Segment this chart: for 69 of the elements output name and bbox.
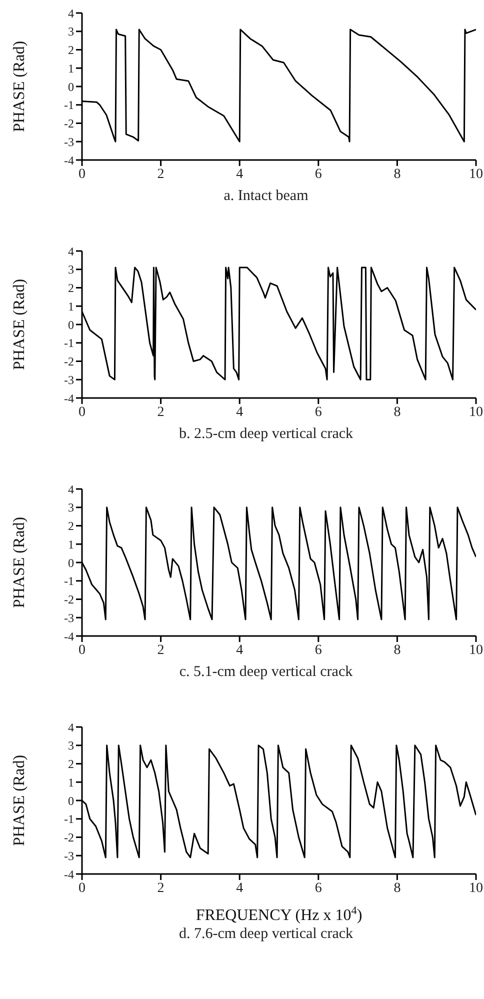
y-tick-label: -2 bbox=[64, 354, 74, 369]
y-tick-label: 1 bbox=[68, 61, 74, 76]
x-tick-label: 0 bbox=[78, 642, 86, 658]
y-tick-label: 3 bbox=[68, 262, 74, 277]
y-tick-label: 0 bbox=[68, 794, 74, 808]
x-tick-label: 0 bbox=[78, 166, 86, 182]
y-axis-title: PHASE (Rad) bbox=[11, 40, 28, 132]
x-tick-label: 0 bbox=[78, 880, 86, 896]
y-tick-label: 2 bbox=[68, 281, 74, 296]
x-tick-label: 4 bbox=[236, 642, 244, 658]
x-tick-label: 4 bbox=[236, 880, 244, 896]
y-tick-label: -1 bbox=[64, 574, 74, 588]
y-tick-label: 3 bbox=[68, 24, 74, 39]
y-axis-title: PHASE (Rad) bbox=[11, 754, 28, 846]
x-tick-label: 2 bbox=[157, 404, 164, 420]
text: d. 7.6-cm deep vertical crack bbox=[178, 926, 354, 944]
y-tick-label: 2 bbox=[68, 519, 74, 534]
y-tick-label: 3 bbox=[68, 500, 74, 515]
x-tick-label: 10 bbox=[469, 166, 483, 182]
y-tick-label: -1 bbox=[64, 98, 74, 112]
x-tick-label: 2 bbox=[157, 166, 164, 182]
y-tick-label: 1 bbox=[68, 537, 74, 552]
y-tick-label: 4 bbox=[68, 720, 74, 734]
y-tick-label: 1 bbox=[68, 775, 74, 790]
y-tick-label: -4 bbox=[64, 867, 74, 882]
y-tick-label: 4 bbox=[68, 244, 74, 258]
x-tick-label: 2 bbox=[157, 880, 164, 896]
y-tick-label: 0 bbox=[68, 556, 74, 570]
y-tick-label: -3 bbox=[64, 372, 74, 387]
y-tick-label: 2 bbox=[68, 757, 74, 772]
y-tick-label: 0 bbox=[68, 80, 74, 94]
x-tick-label: 6 bbox=[314, 166, 322, 182]
x-tick-label: 2 bbox=[157, 642, 164, 658]
y-tick-label: -4 bbox=[64, 153, 74, 168]
y-axis-title: PHASE (Rad) bbox=[11, 516, 28, 608]
y-tick-label: -2 bbox=[64, 830, 74, 845]
y-tick-label: 4 bbox=[68, 6, 74, 20]
x-tick-label: 8 bbox=[394, 404, 401, 420]
y-tick-label: 2 bbox=[68, 43, 74, 58]
y-tick-label: -4 bbox=[64, 629, 74, 644]
x-tick-label: 8 bbox=[394, 642, 401, 658]
x-tick-label: 6 bbox=[314, 642, 322, 658]
text: b. 2.5-cm deep vertical crack bbox=[178, 426, 354, 444]
x-tick-label: 4 bbox=[236, 404, 244, 420]
text: a. Intact beam bbox=[222, 188, 310, 206]
x-tick-label: 6 bbox=[314, 404, 322, 420]
x-tick-label: 0 bbox=[78, 404, 86, 420]
y-tick-label: -3 bbox=[64, 134, 74, 149]
x-tick-label: 8 bbox=[394, 880, 401, 896]
y-tick-label: -2 bbox=[64, 116, 74, 131]
y-tick-label: -2 bbox=[64, 592, 74, 607]
x-tick-label: 10 bbox=[469, 404, 483, 420]
x-tick-label: 8 bbox=[394, 166, 401, 182]
x-tick-label: 6 bbox=[314, 880, 322, 896]
y-tick-label: -3 bbox=[64, 610, 74, 625]
x-tick-label: 10 bbox=[469, 880, 483, 896]
y-tick-label: -1 bbox=[64, 812, 74, 826]
y-tick-label: 4 bbox=[68, 482, 74, 496]
y-tick-label: -4 bbox=[64, 391, 74, 406]
y-tick-label: 3 bbox=[68, 738, 74, 753]
y-tick-label: -3 bbox=[64, 848, 74, 863]
x-axis-title: FREQUENCY (Hz x 10$^{4}$) bbox=[196, 905, 362, 924]
text: c. 5.1-cm deep vertical crack bbox=[178, 664, 354, 682]
y-axis-title: PHASE (Rad) bbox=[11, 278, 28, 370]
y-tick-label: 0 bbox=[68, 318, 74, 332]
x-tick-label: 10 bbox=[469, 642, 483, 658]
y-tick-label: -1 bbox=[64, 336, 74, 350]
x-tick-label: 4 bbox=[236, 166, 244, 182]
y-tick-label: 1 bbox=[68, 299, 74, 314]
